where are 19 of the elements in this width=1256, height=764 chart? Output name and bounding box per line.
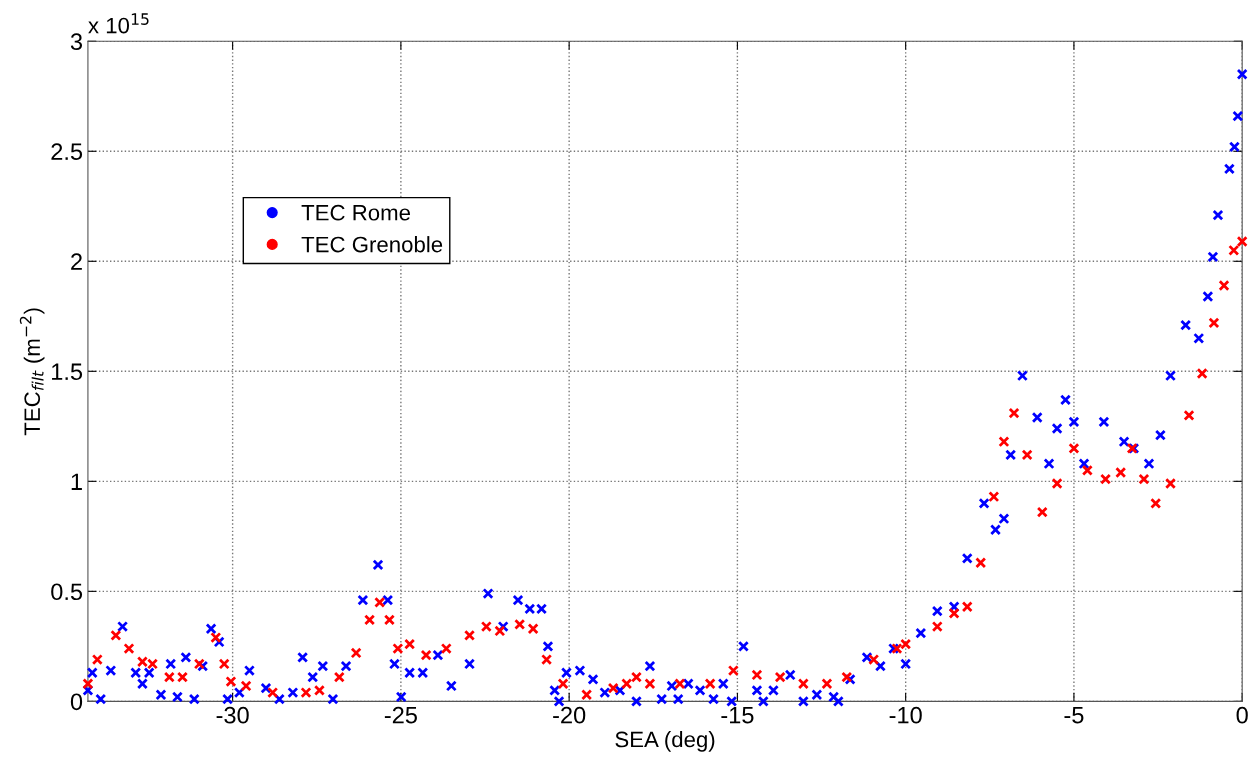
x-tick-label: -20 [553,706,586,724]
y-tick-label: 0 [70,693,83,711]
x-tick-label: -25 [384,706,417,724]
legend-label: TEC Grenoble [301,236,443,253]
text: x 10$^{15}$ [88,13,149,34]
y-tick-label: 3 [70,33,83,51]
y-tick-label: 2.5 [51,143,83,161]
x-tick-label: -15 [721,707,754,724]
x-axis-title: SEA (deg) [615,731,715,752]
legend-label: TEC Rome [301,204,410,221]
x-tick-label: 0 [1236,706,1248,724]
y-axis-title: TEC$_{filt}$ (m$^{−2}$) [19,308,45,436]
y-tick-label: 0.5 [51,583,83,601]
y-tick-label: 1 [71,473,82,490]
x-tick-label: -10 [889,706,922,724]
y-tick-label: 1.5 [52,363,83,381]
y-tick-label: 2 [71,253,82,270]
x-tick-label: -5 [1064,707,1084,724]
x-tick-label: -30 [216,706,249,724]
